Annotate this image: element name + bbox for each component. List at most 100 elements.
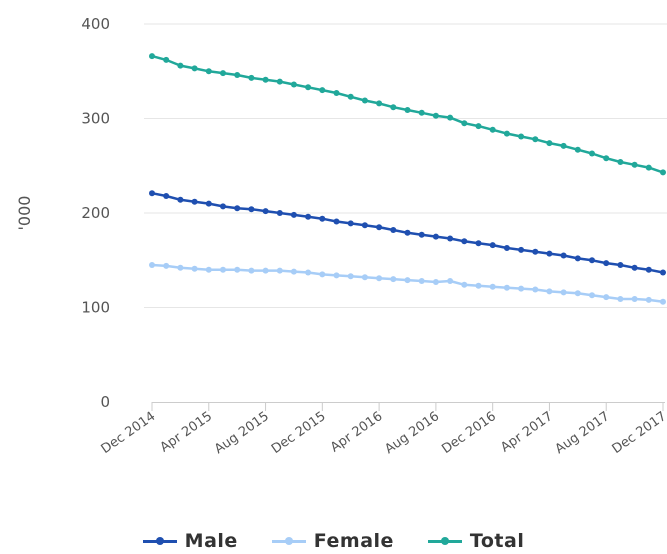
data-point[interactable] — [532, 248, 539, 255]
data-point[interactable] — [319, 87, 326, 94]
data-point[interactable] — [276, 78, 283, 85]
data-point[interactable] — [432, 112, 439, 119]
data-point[interactable] — [603, 294, 610, 301]
data-point[interactable] — [404, 277, 411, 284]
data-point[interactable] — [518, 133, 525, 140]
data-point[interactable] — [589, 150, 595, 157]
data-point[interactable] — [262, 208, 269, 215]
data-point[interactable] — [660, 298, 666, 305]
data-point[interactable] — [560, 289, 567, 296]
data-point[interactable] — [645, 164, 652, 171]
data-point[interactable] — [574, 290, 581, 297]
data-point[interactable] — [262, 76, 269, 83]
data-point[interactable] — [390, 104, 397, 111]
data-point[interactable] — [489, 283, 496, 290]
data-point[interactable] — [432, 279, 439, 285]
data-point[interactable] — [163, 193, 170, 199]
data-point[interactable] — [177, 196, 184, 203]
data-point[interactable] — [177, 264, 184, 271]
data-point[interactable] — [361, 222, 368, 229]
data-point[interactable] — [617, 159, 624, 165]
data-point[interactable] — [276, 210, 283, 216]
data-point[interactable] — [305, 269, 312, 276]
data-point[interactable] — [234, 72, 241, 78]
data-point[interactable] — [447, 235, 454, 242]
data-point[interactable] — [333, 90, 340, 96]
data-point[interactable] — [461, 120, 468, 127]
data-point[interactable] — [489, 126, 496, 133]
data-point[interactable] — [432, 233, 439, 240]
data-point[interactable] — [503, 130, 510, 137]
data-point[interactable] — [347, 273, 354, 280]
data-point[interactable] — [461, 281, 468, 288]
data-point[interactable] — [617, 296, 624, 302]
legend-item-male[interactable]: Male — [142, 530, 238, 552]
data-point[interactable] — [418, 109, 425, 116]
data-point[interactable] — [475, 123, 482, 130]
data-point[interactable] — [262, 267, 269, 274]
data-point[interactable] — [163, 262, 170, 269]
data-point[interactable] — [645, 266, 652, 273]
data-point[interactable] — [589, 292, 595, 299]
data-point[interactable] — [546, 288, 553, 295]
data-point[interactable] — [489, 242, 496, 249]
data-point[interactable] — [248, 74, 255, 81]
data-point[interactable] — [404, 107, 411, 113]
data-point[interactable] — [347, 93, 354, 100]
data-point[interactable] — [532, 286, 539, 293]
data-point[interactable] — [404, 229, 411, 236]
data-point[interactable] — [631, 264, 638, 271]
data-point[interactable] — [248, 206, 255, 213]
data-point[interactable] — [645, 296, 652, 303]
data-point[interactable] — [191, 265, 198, 272]
data-point[interactable] — [220, 70, 226, 77]
data-point[interactable] — [376, 224, 383, 231]
data-point[interactable] — [319, 215, 326, 222]
data-point[interactable] — [361, 97, 368, 104]
data-point[interactable] — [418, 231, 425, 238]
data-point[interactable] — [205, 200, 212, 207]
data-point[interactable] — [191, 65, 198, 72]
data-point[interactable] — [475, 282, 482, 289]
data-point[interactable] — [305, 213, 312, 220]
data-point[interactable] — [546, 140, 553, 147]
data-point[interactable] — [546, 250, 553, 257]
data-point[interactable] — [560, 142, 567, 149]
data-point[interactable] — [631, 296, 638, 302]
data-point[interactable] — [149, 190, 155, 197]
data-point[interactable] — [163, 56, 170, 63]
data-point[interactable] — [461, 238, 468, 245]
data-point[interactable] — [574, 255, 581, 262]
data-point[interactable] — [290, 268, 297, 275]
data-point[interactable] — [305, 84, 312, 91]
data-point[interactable] — [660, 269, 666, 276]
data-point[interactable] — [347, 220, 354, 227]
legend-item-female[interactable]: Female — [271, 530, 394, 552]
data-point[interactable] — [503, 245, 510, 251]
data-point[interactable] — [205, 68, 212, 75]
data-point[interactable] — [319, 271, 326, 278]
data-point[interactable] — [503, 284, 510, 291]
data-point[interactable] — [518, 285, 525, 292]
data-point[interactable] — [631, 161, 638, 168]
data-point[interactable] — [234, 205, 241, 212]
data-point[interactable] — [220, 266, 226, 273]
data-point[interactable] — [290, 81, 297, 88]
data-point[interactable] — [220, 203, 226, 210]
data-point[interactable] — [290, 211, 297, 218]
data-point[interactable] — [603, 260, 610, 267]
data-point[interactable] — [376, 100, 383, 107]
data-point[interactable] — [177, 62, 184, 69]
data-point[interactable] — [418, 278, 425, 284]
legend-item-total[interactable]: Total — [427, 530, 524, 552]
data-point[interactable] — [191, 198, 198, 205]
data-point[interactable] — [234, 266, 241, 273]
data-point[interactable] — [447, 278, 454, 284]
data-point[interactable] — [390, 227, 397, 233]
data-point[interactable] — [205, 266, 212, 273]
data-point[interactable] — [276, 267, 283, 274]
data-point[interactable] — [475, 240, 482, 247]
data-point[interactable] — [660, 169, 666, 176]
data-point[interactable] — [149, 262, 155, 268]
data-point[interactable] — [333, 272, 340, 279]
